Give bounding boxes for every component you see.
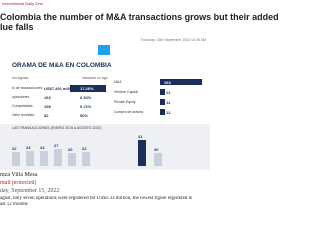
row-bg bbox=[70, 94, 106, 101]
row-change: 6.54% bbox=[80, 95, 92, 100]
type-value: 12 bbox=[166, 100, 171, 105]
row-value: 158 bbox=[44, 104, 51, 109]
type-label: Private Equity bbox=[114, 100, 136, 104]
summary-table: ero agosto Variación vs ago 2021 to de tra… bbox=[0, 76, 108, 122]
history-value: 20 bbox=[68, 147, 73, 153]
date: Thursday, 15th September 2022 03:35 AM bbox=[140, 38, 206, 42]
history-chart: 22 23 24 27 20 22 41 20 bbox=[8, 132, 208, 168]
history-bar bbox=[40, 150, 48, 166]
row-label: Valor revelado bbox=[12, 113, 35, 117]
row-label: Completadas bbox=[12, 104, 33, 108]
infographic-title: ORAMA DE M&A EN COLOMBIA bbox=[12, 62, 112, 69]
type-value: 163 bbox=[164, 80, 171, 85]
type-bar bbox=[160, 109, 165, 115]
history-panel bbox=[0, 124, 210, 170]
history-title: LAS TRANSACCIONES (ENERO 2015 A AGOSTO 2… bbox=[12, 126, 102, 130]
history-value: 20 bbox=[154, 147, 159, 153]
history-value: 41 bbox=[138, 134, 143, 139]
row-bg bbox=[70, 112, 106, 119]
author: mza Villa Mesa bbox=[0, 172, 38, 178]
twitter-button[interactable] bbox=[98, 45, 110, 55]
type-bar bbox=[160, 89, 165, 95]
history-bar bbox=[82, 152, 90, 166]
column-header: ero agosto bbox=[12, 76, 29, 80]
history-value: 24 bbox=[40, 144, 45, 150]
article-text: agust, only seven operations were regist… bbox=[0, 196, 193, 201]
site-name[interactable]: International Daily Zero bbox=[2, 1, 44, 6]
type-value: 12 bbox=[166, 90, 171, 95]
article-date: day, September 15, 2022 bbox=[0, 188, 60, 194]
row-value: 163 bbox=[44, 95, 51, 100]
email-link[interactable]: mail protected] bbox=[0, 180, 37, 186]
type-label: Venture Capital bbox=[114, 90, 138, 94]
history-value: 22 bbox=[82, 146, 87, 152]
history-bar bbox=[12, 152, 20, 166]
row-value: US$7.491 millones bbox=[44, 86, 80, 91]
headline: Colombia the number of M&A transactions … bbox=[0, 12, 279, 22]
types-table: M&A 163 Venture Capital 12 Private Equity 12 C… bbox=[110, 76, 210, 122]
type-bar bbox=[160, 99, 165, 105]
history-bar bbox=[26, 151, 34, 166]
type-label: M&A bbox=[114, 80, 122, 84]
row-change: 50% bbox=[80, 113, 89, 118]
row-value: 82 bbox=[44, 113, 49, 118]
page: {"header": {"site": "International Daily… bbox=[0, 1, 279, 207]
history-value: 23 bbox=[26, 145, 31, 151]
row-bg bbox=[70, 103, 106, 110]
row-label: opraciones bbox=[12, 95, 30, 99]
row-label: to de transacciones bbox=[12, 86, 43, 90]
type-label: Compra de activos bbox=[114, 110, 144, 114]
column-header: Variación vs ago 2021 bbox=[82, 76, 108, 80]
row-change: 9.72% bbox=[80, 104, 92, 109]
headline: lue falls bbox=[0, 22, 34, 32]
row-bg bbox=[70, 85, 106, 92]
row-change: 17.26% bbox=[80, 86, 94, 91]
history-bar bbox=[54, 148, 62, 166]
history-bar bbox=[68, 153, 76, 166]
history-bar bbox=[154, 153, 162, 166]
article-text: ast 12 months bbox=[0, 202, 28, 207]
type-bar bbox=[160, 79, 202, 85]
history-bar bbox=[138, 140, 146, 166]
history-value: 27 bbox=[54, 142, 59, 148]
history-value: 22 bbox=[12, 146, 17, 152]
type-value: 12 bbox=[166, 110, 171, 115]
